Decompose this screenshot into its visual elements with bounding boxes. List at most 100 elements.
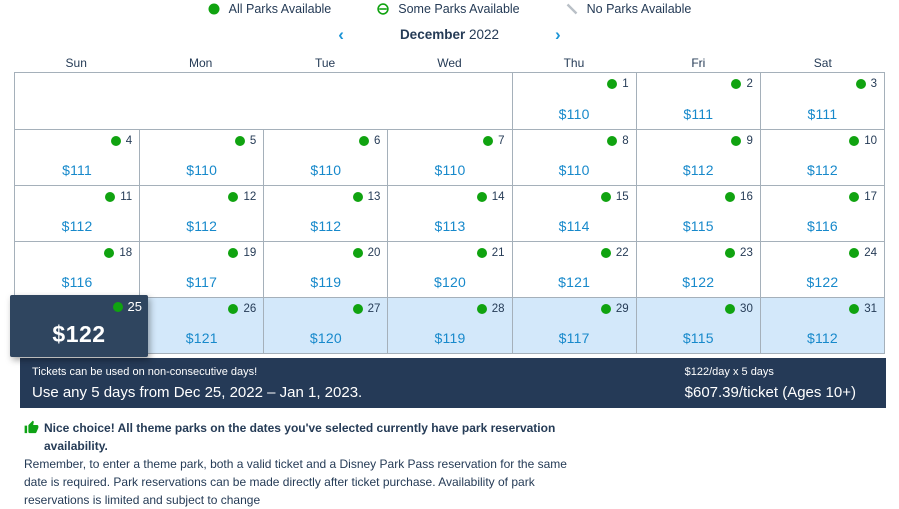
weekday-sun: Sun — [65, 56, 87, 70]
calendar-day-2[interactable]: 2 $111 — [635, 73, 760, 129]
day-price: $116 — [61, 274, 93, 290]
weekday-header: Sun Mon Tue Wed Thu Fri Sat — [14, 56, 885, 70]
day-number: 14 — [491, 191, 505, 203]
next-month-chevron-icon[interactable]: › — [555, 24, 561, 44]
note-headline-text: Nice choice! All theme parks on the date… — [44, 421, 556, 453]
day-marker: 9 — [731, 135, 753, 147]
legend-label: All Parks Available — [228, 2, 332, 16]
day-marker: 30 — [725, 303, 753, 315]
day-number: 2 — [746, 78, 753, 90]
availability-legend: All Parks Available Some Parks Available… — [0, 0, 899, 18]
day-price: $117 — [558, 330, 590, 346]
day-marker: 24 — [849, 247, 877, 259]
calendar-day-16[interactable]: 16 $115 — [635, 186, 760, 241]
day-marker: 29 — [600, 303, 629, 315]
calendar-day-22[interactable]: 22 $121 — [511, 242, 636, 297]
calendar-day-3[interactable]: 3 $111 — [759, 73, 884, 129]
calendar-day-26[interactable]: 26 $121 — [139, 298, 264, 353]
availability-dot-icon — [600, 248, 611, 258]
calendar-day-18[interactable]: 18 $116 — [15, 242, 140, 297]
availability-dot-icon — [228, 248, 239, 258]
calendar-day-5[interactable]: 5 $110 — [139, 130, 264, 185]
calendar-day-19[interactable]: 19 $117 — [139, 242, 264, 297]
summary-right: $122/day x 5 days $607.39/ticket (Ages 1… — [685, 366, 856, 401]
day-price: $122 — [806, 274, 839, 290]
calendar-day-12[interactable]: 12 $112 — [139, 186, 264, 241]
day-price: $110 — [310, 162, 342, 178]
day-number: 4 — [125, 135, 133, 147]
calendar-grid: 1 $110 2 $111 3 $111 4 $111 5 $110 6 $110 7 $110 8 $110… — [10, 72, 885, 357]
selected-day-card[interactable]: 25 $122 — [10, 295, 148, 357]
day-price: $110 — [558, 106, 590, 122]
reservation-availability-note: Nice choice! All theme parks on the date… — [24, 419, 569, 509]
availability-dot-icon — [855, 79, 866, 89]
day-price: $114 — [558, 218, 590, 234]
day-marker: 23 — [725, 247, 753, 259]
day-marker: 20 — [352, 247, 381, 259]
day-marker: 26 — [228, 303, 256, 315]
calendar-day-21[interactable]: 21 $120 — [387, 242, 512, 297]
day-price: $112 — [806, 162, 838, 178]
usage-range-text: Use any 5 days from Dec 25, 2022 – Jan 1… — [32, 383, 363, 401]
day-price: $121 — [558, 274, 591, 290]
legend-label: Some Parks Available — [398, 2, 520, 16]
day-number: 30 — [740, 303, 753, 315]
day-number: 5 — [249, 135, 257, 147]
day-number: 9 — [746, 135, 753, 147]
day-price: $120 — [309, 330, 342, 346]
availability-dot-icon — [849, 304, 860, 314]
day-marker: 16 — [725, 191, 753, 203]
day-marker: 25 — [112, 299, 142, 314]
calendar-day-4[interactable]: 4 $111 — [15, 130, 140, 185]
weekday-mon: Mon — [188, 56, 213, 70]
day-price: $115 — [682, 330, 714, 346]
calendar-day-31[interactable]: 31 $112 — [759, 298, 884, 353]
non-consecutive-note: Tickets can be used on non-consecutive d… — [32, 365, 258, 378]
calendar-day-27[interactable]: 27 $120 — [263, 298, 388, 353]
day-number: 11 — [120, 191, 133, 203]
calendar-day-7[interactable]: 7 $110 — [387, 130, 512, 185]
day-marker: 21 — [476, 247, 505, 259]
calendar-day-25[interactable]: 25 $122 — [10, 295, 148, 357]
summary-left: Tickets can be used on non-consecutive d… — [32, 366, 362, 401]
availability-dot-icon — [228, 304, 239, 314]
day-price: $112 — [310, 218, 342, 234]
calendar-day-29[interactable]: 29 $117 — [511, 298, 636, 353]
calendar-day-15[interactable]: 15 $114 — [511, 186, 636, 241]
day-number: 20 — [367, 247, 381, 259]
day-number: 12 — [243, 191, 257, 203]
calendar-day-14[interactable]: 14 $113 — [387, 186, 512, 241]
availability-dot-icon — [725, 192, 736, 202]
prev-month-chevron-icon[interactable]: ‹ — [338, 24, 344, 44]
calendar-day-17[interactable]: 17 $116 — [759, 186, 884, 241]
day-price: $111 — [683, 106, 714, 122]
calendar-day-6[interactable]: 6 $110 — [263, 130, 388, 185]
calendar-day-8[interactable]: 8 $110 — [511, 130, 636, 185]
availability-dot-icon — [600, 192, 611, 202]
availability-dot-icon — [112, 301, 123, 312]
weekday-thu: Thu — [563, 56, 585, 70]
day-price: $111 — [807, 106, 838, 122]
calendar-day-1[interactable]: 1 $110 — [511, 73, 636, 129]
calendar-day-20[interactable]: 20 $119 — [263, 242, 388, 297]
calendar-day-9[interactable]: 9 $112 — [635, 130, 760, 185]
calendar-day-30[interactable]: 30 $115 — [635, 298, 760, 353]
calendar-day-24[interactable]: 24 $122 — [759, 242, 884, 297]
calendar-day-11[interactable]: 11 $112 — [15, 186, 140, 241]
day-marker: 22 — [600, 247, 629, 259]
day-number: 10 — [864, 135, 877, 147]
day-marker: 2 — [731, 78, 753, 90]
day-marker: 27 — [352, 303, 380, 315]
day-price: $112 — [682, 162, 714, 178]
day-marker: 15 — [600, 191, 629, 203]
calendar-day-13[interactable]: 13 $112 — [263, 186, 388, 241]
calendar-day-10[interactable]: 10 $112 — [759, 130, 884, 185]
availability-dot-icon — [352, 248, 363, 258]
calendar-day-28[interactable]: 28 $119 — [387, 298, 512, 353]
calendar-day-23[interactable]: 23 $122 — [635, 242, 760, 297]
day-price: $112 — [186, 218, 218, 234]
day-price: $112 — [61, 218, 93, 234]
day-price: $120 — [434, 274, 466, 290]
calendar-week: 4 $111 5 $110 6 $110 7 $110 8 $110 9 $112 10 $112 — [15, 129, 884, 185]
day-price: $110 — [434, 162, 466, 178]
